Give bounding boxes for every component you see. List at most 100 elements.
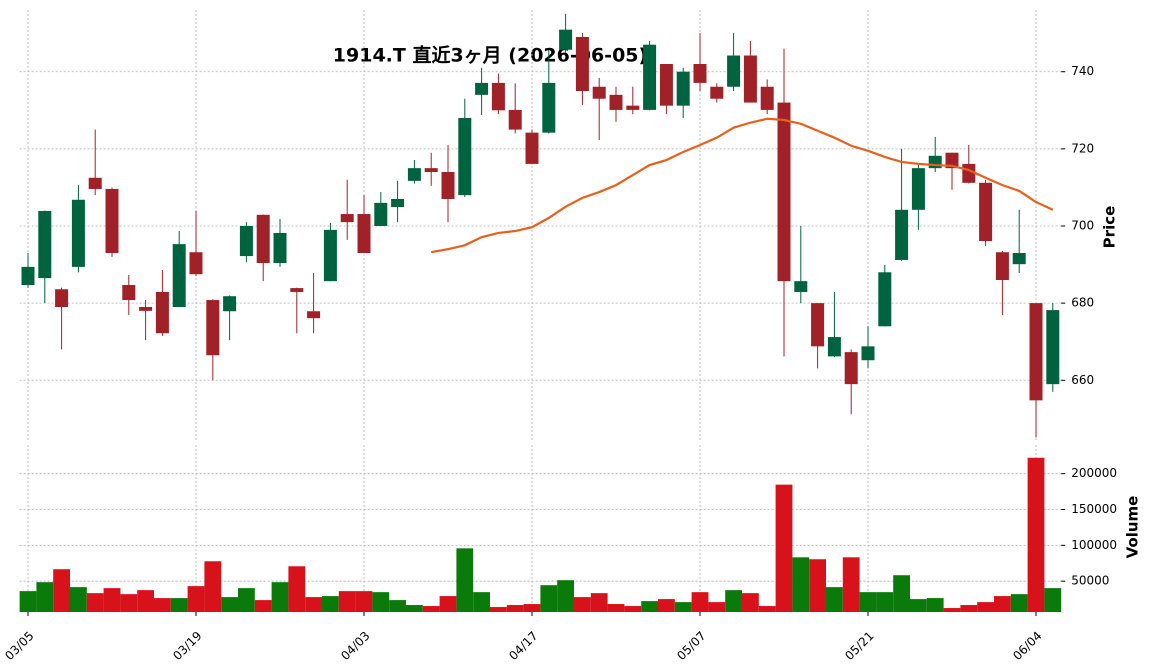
- candle-body: [239, 226, 253, 257]
- volume-bar: [523, 604, 541, 612]
- volume-bar: [271, 582, 289, 612]
- candle-body: [525, 132, 539, 164]
- candle-body: [155, 291, 169, 334]
- volume-bar: [758, 606, 776, 612]
- volume-tick-label: 50000: [1071, 574, 1109, 588]
- volume-bar: [624, 606, 642, 612]
- volume-bar: [187, 586, 205, 612]
- candle-body: [844, 352, 858, 385]
- candle-body: [559, 29, 573, 50]
- volume-bar: [103, 588, 121, 612]
- volume-bar: [19, 591, 37, 612]
- x-tick-label: 03/05: [2, 629, 36, 663]
- volume-bar: [137, 590, 154, 612]
- volume-bar: [540, 585, 558, 612]
- candle-body: [21, 266, 35, 286]
- volume-bar: [842, 557, 860, 612]
- volume-bar: [1010, 594, 1028, 612]
- volume-tick-label: 150000: [1071, 502, 1117, 516]
- candle-body: [105, 188, 119, 253]
- candle-body: [811, 303, 825, 347]
- volume-axis-label: Volume: [1124, 496, 1142, 559]
- y-tick-label: 700: [1071, 219, 1094, 233]
- volume-bar: [372, 592, 390, 612]
- candle-body: [643, 44, 657, 110]
- volume-bar: [238, 588, 255, 612]
- candle-body: [273, 232, 287, 264]
- candle-body: [710, 86, 724, 99]
- candle-body: [794, 281, 808, 292]
- candle-body: [575, 37, 589, 91]
- volume-bar: [876, 592, 894, 612]
- volume-bar: [691, 592, 709, 612]
- candle-body: [391, 199, 405, 208]
- candle-body: [357, 214, 371, 253]
- volume-bar: [590, 593, 608, 612]
- x-tick-label: 04/17: [506, 629, 540, 663]
- candle-body: [1029, 303, 1043, 401]
- volume-bar: [355, 591, 373, 612]
- candle-body: [88, 177, 102, 189]
- candle-body: [491, 82, 505, 111]
- volume-bar: [893, 575, 910, 612]
- volume-bar: [557, 580, 574, 612]
- volume-bar: [926, 598, 944, 612]
- candle-body: [189, 252, 203, 275]
- candle-body: [743, 55, 757, 103]
- candle-body: [223, 296, 237, 312]
- volume-bar: [1027, 457, 1045, 612]
- y-tick-label: 660: [1071, 373, 1094, 387]
- chart-title: 1914.T 直近3ヶ月 (2026-06-05): [333, 44, 647, 67]
- volume-bar: [305, 597, 322, 612]
- candle-body: [945, 152, 959, 169]
- candle-body: [71, 199, 85, 267]
- candle-body: [676, 71, 690, 106]
- volume-bar: [506, 605, 524, 612]
- x-tick-label: 04/03: [338, 629, 372, 663]
- volume-bar: [574, 597, 591, 612]
- x-tick-label: 05/21: [842, 629, 876, 663]
- candle-body: [979, 182, 993, 242]
- candle-body: [206, 300, 220, 356]
- candle-body: [911, 168, 925, 210]
- volume-bar: [826, 587, 843, 612]
- y-tick-label: 680: [1071, 296, 1094, 310]
- x-tick-label: 05/07: [674, 629, 708, 663]
- candle-body: [340, 214, 354, 223]
- candle-body: [777, 102, 791, 282]
- candle-body: [827, 337, 841, 357]
- candle-body: [861, 346, 875, 361]
- candle-body: [290, 288, 304, 292]
- candle-body: [727, 55, 741, 87]
- volume-bar: [792, 557, 810, 612]
- y-tick-label: 720: [1071, 141, 1094, 155]
- candle-body: [609, 94, 623, 110]
- volume-bar: [658, 599, 675, 612]
- candle-body: [659, 64, 673, 106]
- volume-bar: [254, 600, 272, 612]
- candle-body: [542, 82, 556, 133]
- x-tick-label: 06/04: [1010, 629, 1044, 663]
- volume-bar: [288, 566, 306, 612]
- volume-bar: [742, 593, 759, 612]
- volume-bar: [389, 600, 406, 612]
- candle-body: [407, 168, 421, 181]
- candle-body: [424, 168, 438, 172]
- volume-bar: [170, 598, 188, 612]
- volume-bar: [221, 597, 238, 612]
- volume-bar: [725, 590, 742, 612]
- candle-body: [1012, 253, 1026, 265]
- volume-bar: [439, 596, 457, 612]
- volume-bar: [994, 596, 1011, 612]
- candle-body: [878, 272, 892, 327]
- candle-body: [995, 252, 1009, 280]
- volume-bar: [473, 592, 490, 612]
- volume-bar: [86, 593, 104, 612]
- volume-bar: [943, 608, 961, 612]
- candle-body: [122, 285, 136, 301]
- candle-body: [323, 229, 337, 282]
- candle-body: [475, 82, 489, 95]
- volume-bar: [674, 602, 692, 612]
